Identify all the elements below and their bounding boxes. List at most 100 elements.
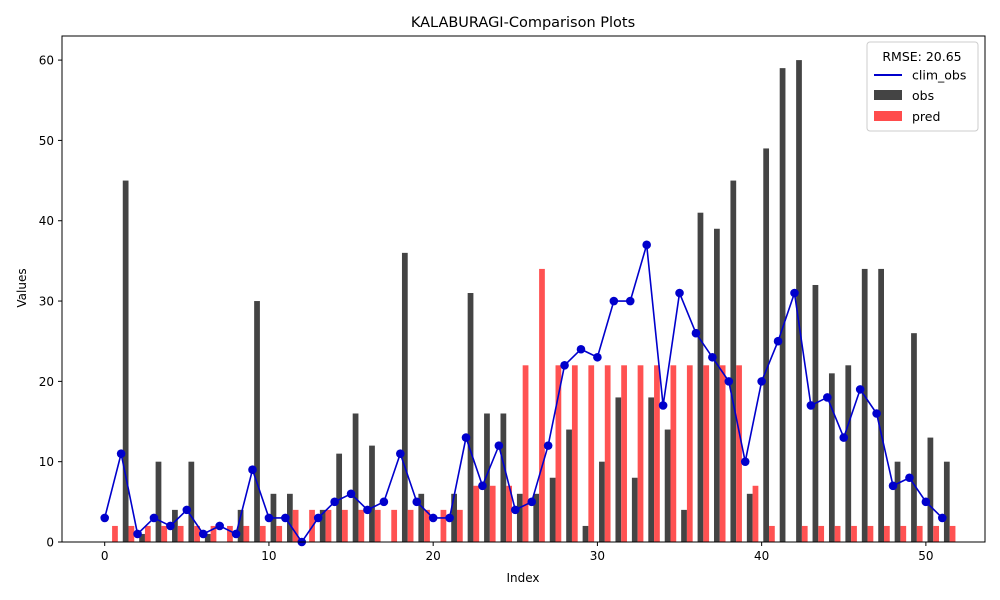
pred-bar (949, 525, 956, 542)
pred-bar (210, 525, 217, 542)
clim-obs-point (609, 296, 619, 306)
pred-bar (539, 268, 545, 542)
obs-bar (172, 509, 178, 542)
obs-bar (500, 413, 507, 542)
clim-obs-point (905, 473, 914, 483)
obs-bar (204, 533, 211, 542)
pred-bar (637, 365, 644, 542)
clim-obs-point (576, 344, 586, 354)
legend-label-obs: obs (912, 88, 934, 103)
pred-bar (144, 525, 151, 542)
obs-bar (615, 397, 622, 542)
obs-bar (861, 268, 868, 542)
pred-bar (736, 365, 742, 542)
clim-obs-point (872, 409, 881, 418)
x-tick-label: 0 (101, 549, 109, 563)
y-tick-label: 40 (39, 214, 54, 228)
clim-obs-point (675, 288, 684, 298)
clim-obs-point (494, 441, 504, 450)
obs-bar (287, 493, 293, 542)
obs-bar (894, 461, 901, 542)
x-axis-label: Index (506, 571, 539, 585)
pred-bar (604, 365, 611, 542)
obs-bar (139, 533, 145, 542)
obs-bar (599, 461, 605, 542)
pred-bar (703, 365, 710, 542)
obs-bar (566, 429, 572, 542)
legend: RMSE: 20.65 clim_obs obs pred (866, 41, 979, 132)
clim-obs-point (790, 288, 799, 298)
clim-obs-point (166, 521, 175, 531)
obs-bar (697, 212, 704, 542)
clim-obs-point (412, 497, 422, 507)
pred-bar (933, 525, 940, 542)
pred-bar (128, 525, 135, 542)
obs-bar (254, 301, 260, 542)
clim-obs-point (658, 401, 668, 410)
clim-obs-point (593, 352, 602, 362)
obs-bar (451, 493, 457, 542)
pred-bar (292, 509, 299, 542)
obs-bar (681, 509, 687, 542)
pred-bar (818, 525, 825, 542)
pred-bar (177, 525, 184, 542)
pred-bar (769, 525, 775, 542)
clim-obs-point (396, 449, 405, 458)
obs-bar (730, 180, 737, 543)
pred-bar (670, 365, 677, 542)
pred-bar (342, 509, 348, 542)
clim-obs-point (215, 521, 224, 531)
obs-bar (796, 60, 802, 542)
pred-bar (456, 509, 463, 542)
obs-bar (878, 268, 884, 542)
obs-bar (319, 509, 326, 542)
pred-bar (719, 365, 726, 542)
pred-bar (243, 525, 250, 542)
clim-obs-point (740, 457, 750, 466)
obs-bar (549, 477, 556, 542)
pred-bar (276, 525, 283, 542)
pred-bar (916, 525, 923, 542)
clim-obs-point (445, 513, 454, 523)
pred-bar (489, 485, 496, 542)
pred-bar (473, 485, 480, 542)
chart-title: KALABURAGI-Comparison Plots (411, 15, 635, 31)
pred-bar (325, 509, 332, 542)
obs-bar (664, 429, 671, 542)
y-axis-ticks: 0 10 20 30 40 50 60 (39, 54, 62, 550)
clim-obs-point (625, 296, 635, 306)
clim-obs-point (757, 377, 766, 386)
obs-bar (516, 493, 523, 542)
pred-bar (834, 525, 841, 542)
x-tick-label: 30 (590, 549, 605, 563)
pred-bar (883, 525, 890, 542)
pred-bar (259, 525, 266, 542)
obs-bar (911, 333, 917, 542)
clim-obs-point (691, 328, 701, 338)
legend-title: RMSE: 20.65 (882, 49, 961, 64)
obs-bar (763, 148, 770, 542)
obs-bar (648, 397, 655, 542)
pred-bar (588, 365, 595, 542)
clim-obs-point (921, 497, 931, 507)
clim-obs-line (103, 244, 943, 544)
clim-obs-point (527, 497, 537, 507)
clim-obs-point (823, 393, 832, 402)
pred-bar (440, 509, 447, 542)
pred-bar (900, 525, 907, 542)
pred-bar (555, 365, 562, 542)
clim-obs-point (313, 513, 323, 523)
obs-bar (369, 445, 375, 542)
clim-obs-point (264, 513, 274, 523)
clim-obs-point (133, 529, 142, 539)
x-axis-ticks: 0 10 20 30 40 50 (101, 542, 934, 563)
pred-bar (851, 525, 857, 542)
clim-obs-point (363, 505, 372, 515)
obs-bar (122, 180, 129, 543)
legend-label-pred: pred (912, 109, 940, 124)
obs-bar (943, 461, 950, 542)
obs-bar (484, 413, 490, 542)
legend-box (866, 41, 979, 132)
y-tick-label: 20 (39, 375, 54, 389)
